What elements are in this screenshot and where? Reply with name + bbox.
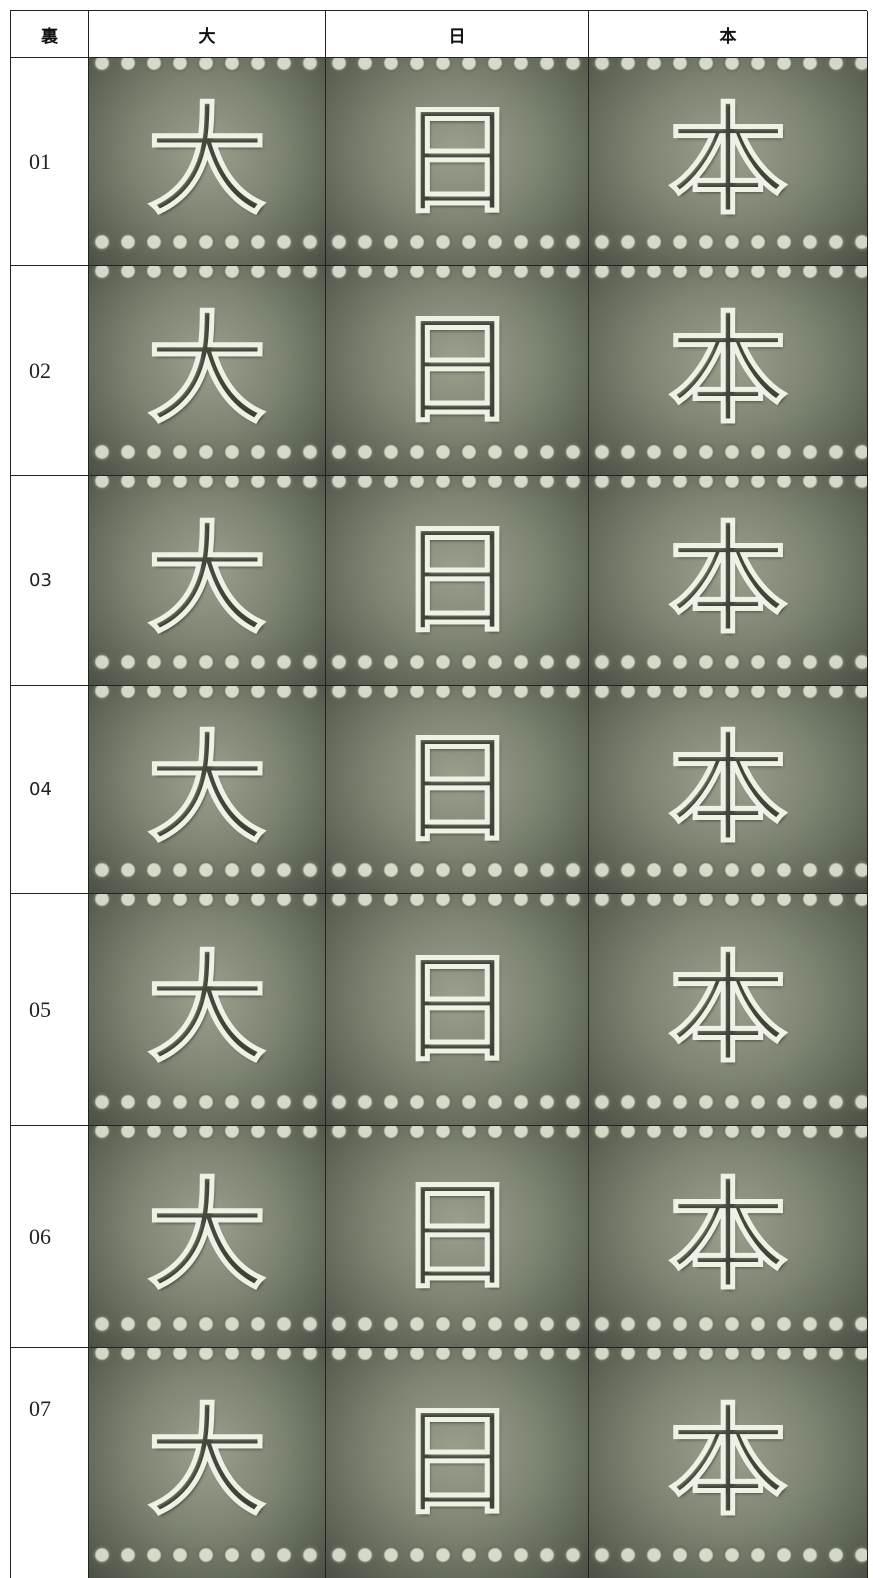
row-label: 04 xyxy=(11,686,89,894)
bead-row xyxy=(589,441,867,463)
row-label: 06 xyxy=(11,1126,89,1348)
bead-row xyxy=(89,266,325,282)
bead-row xyxy=(589,58,867,74)
bead-row xyxy=(89,231,325,253)
coin-character: 日 xyxy=(395,510,520,650)
coin-photo: 大 xyxy=(89,58,326,266)
bead-row xyxy=(589,859,867,881)
coin-photo: 日 xyxy=(326,58,589,266)
bead-row xyxy=(326,894,588,910)
bead-row xyxy=(589,476,867,492)
coin-character: 本 xyxy=(666,1393,791,1532)
coin-photo: 本 xyxy=(589,1348,868,1578)
coin-photo: 日 xyxy=(326,1348,589,1578)
coin-photo: 大 xyxy=(89,686,326,894)
coin-photo: 大 xyxy=(89,894,326,1126)
header-cell: 本 xyxy=(589,11,868,58)
row-label: 03 xyxy=(11,476,89,686)
coin-character: 日 xyxy=(395,939,520,1079)
coin-photo: 大 xyxy=(89,476,326,686)
coin-photo: 本 xyxy=(589,476,868,686)
coin-character: 本 xyxy=(666,91,791,231)
bead-row xyxy=(89,476,325,492)
coin-character: 大 xyxy=(145,719,270,859)
coin-photo: 日 xyxy=(326,476,589,686)
coin-character: 本 xyxy=(666,300,791,440)
bead-row xyxy=(589,894,867,910)
header-cell: 裏 xyxy=(11,11,89,58)
bead-row xyxy=(89,1091,325,1113)
bead-row xyxy=(589,1348,867,1364)
bead-row xyxy=(589,1313,867,1335)
bead-row xyxy=(89,651,325,673)
bead-row xyxy=(89,894,325,910)
header-cell: 大 xyxy=(89,11,326,58)
coin-photo: 日 xyxy=(326,686,589,894)
coin-character: 日 xyxy=(395,91,520,231)
row-label: 07 xyxy=(11,1348,89,1578)
coin-photo: 本 xyxy=(589,894,868,1126)
bead-row xyxy=(89,1313,325,1335)
bead-row xyxy=(589,1091,867,1113)
bead-row xyxy=(589,266,867,282)
coin-character: 日 xyxy=(395,300,520,440)
coin-character: 本 xyxy=(666,719,791,859)
coin-character: 大 xyxy=(145,91,270,231)
coin-photo: 大 xyxy=(89,1126,326,1348)
coin-character: 本 xyxy=(666,939,791,1079)
bead-row xyxy=(326,58,588,74)
coin-photo: 本 xyxy=(589,686,868,894)
coin-character: 大 xyxy=(145,1393,270,1532)
coin-character: 日 xyxy=(395,1166,520,1306)
coin-character: 日 xyxy=(395,719,520,859)
bead-row xyxy=(326,1348,588,1364)
coin-photo: 本 xyxy=(589,58,868,266)
bead-row xyxy=(326,266,588,282)
bead-row xyxy=(589,1126,867,1142)
coin-character: 大 xyxy=(145,300,270,440)
bead-row xyxy=(326,1544,588,1566)
bead-row xyxy=(589,1544,867,1566)
coin-character: 本 xyxy=(666,510,791,650)
bead-row xyxy=(589,651,867,673)
bead-row xyxy=(89,859,325,881)
bead-row xyxy=(326,1091,588,1113)
bead-row xyxy=(89,441,325,463)
bead-row xyxy=(89,58,325,74)
bead-row xyxy=(326,231,588,253)
bead-row xyxy=(326,859,588,881)
bead-row xyxy=(326,441,588,463)
coin-photo: 本 xyxy=(589,266,868,476)
bead-row xyxy=(326,686,588,702)
row-label: 02 xyxy=(11,266,89,476)
bead-row xyxy=(89,1544,325,1566)
header-cell: 日 xyxy=(326,11,589,58)
bead-row xyxy=(89,686,325,702)
coin-photo: 日 xyxy=(326,1126,589,1348)
coin-character: 大 xyxy=(145,1166,270,1306)
coin-character: 本 xyxy=(666,1166,791,1306)
bead-row xyxy=(326,1313,588,1335)
bead-row xyxy=(326,476,588,492)
table: 裏大日本 01 大日本 02 大日本 03 大日本 04 大日本 05 大日本 06 大日本 07 大日本 xyxy=(10,10,868,1578)
coin-photo: 本 xyxy=(589,1126,868,1348)
coin-photo: 大 xyxy=(89,266,326,476)
row-label: 01 xyxy=(11,58,89,266)
bead-row xyxy=(589,231,867,253)
coin-character: 大 xyxy=(145,939,270,1079)
coin-photo: 日 xyxy=(326,894,589,1126)
coin-photo: 大 xyxy=(89,1348,326,1578)
bead-row xyxy=(89,1348,325,1364)
bead-row xyxy=(89,1126,325,1142)
row-label: 05 xyxy=(11,894,89,1126)
bead-row xyxy=(589,686,867,702)
coin-character: 大 xyxy=(145,510,270,650)
bead-row xyxy=(326,651,588,673)
coin-character: 日 xyxy=(395,1393,520,1532)
coin-photo: 日 xyxy=(326,266,589,476)
bead-row xyxy=(326,1126,588,1142)
